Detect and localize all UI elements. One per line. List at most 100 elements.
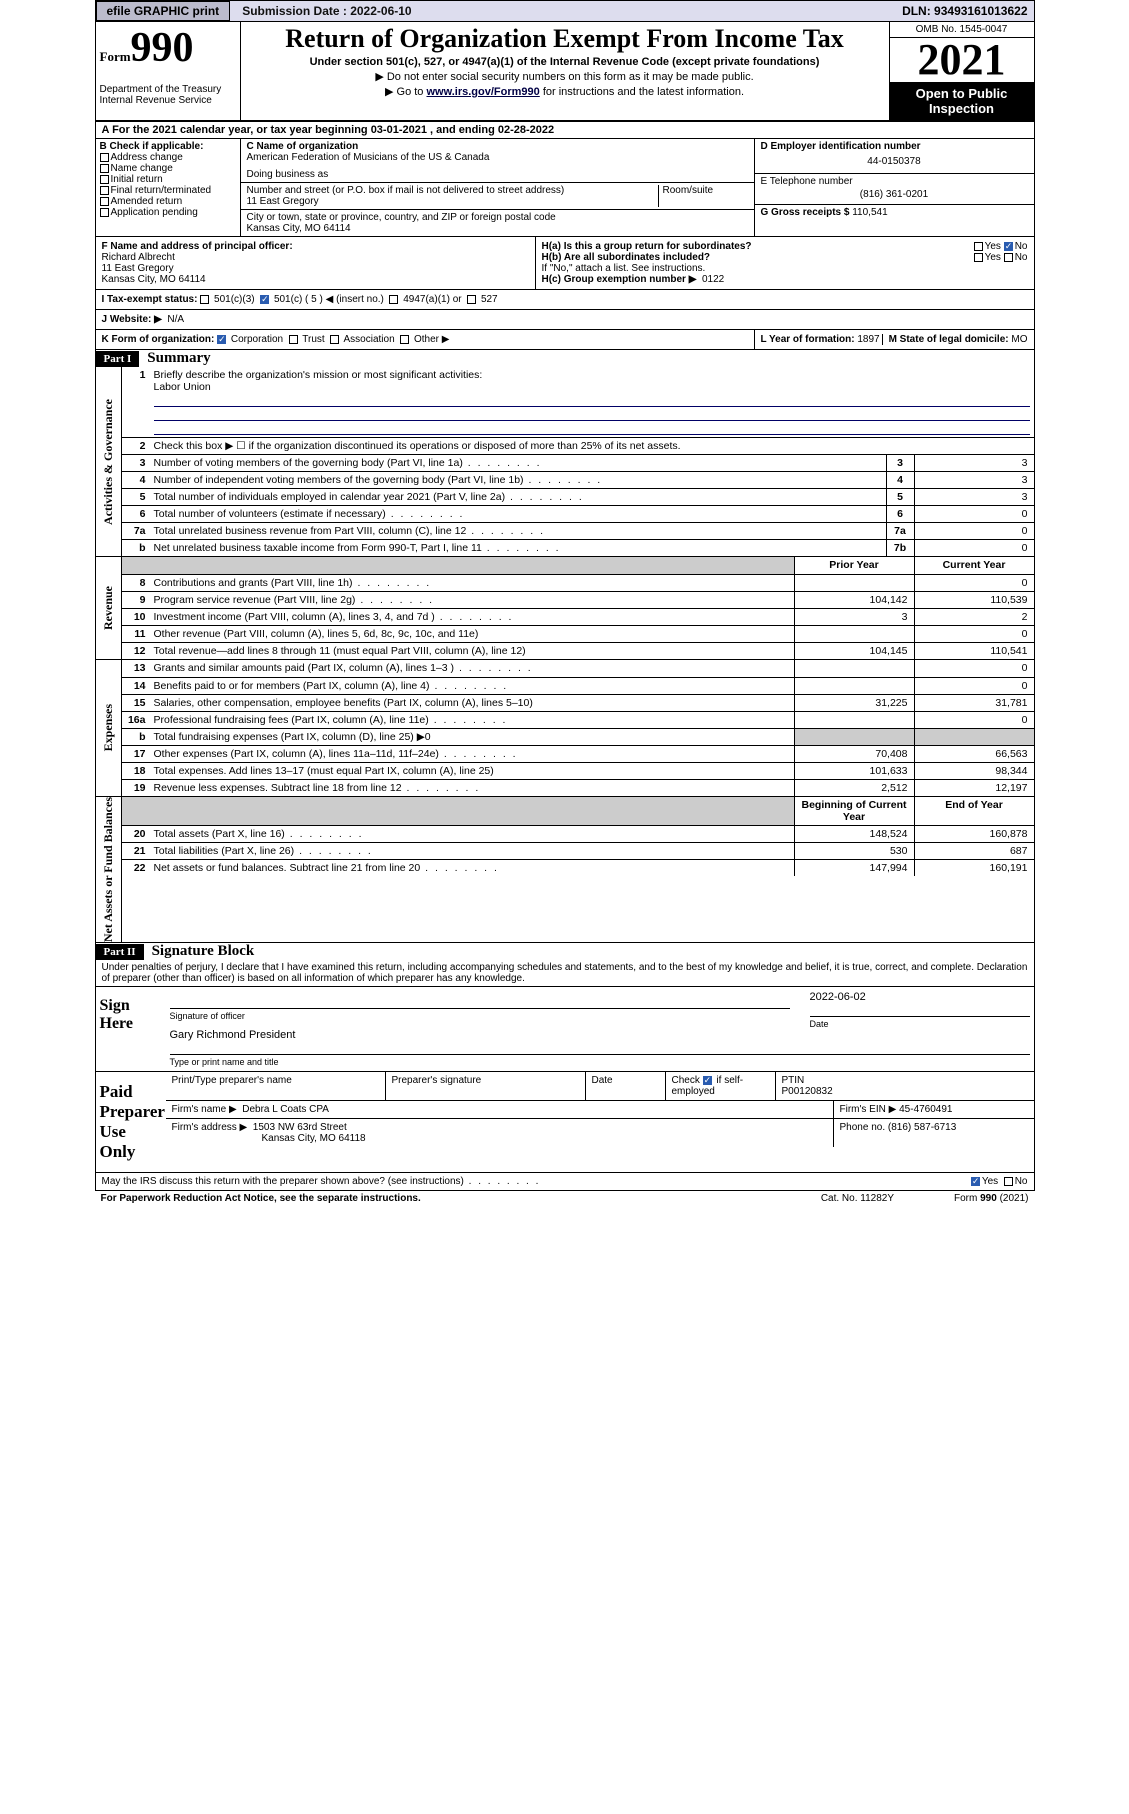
l22-cy: 160,191 [914,860,1034,876]
l17-cy: 66,563 [914,746,1034,762]
form-footer: Form 990 (2021) [954,1193,1028,1204]
l17-py: 70,408 [794,746,914,762]
discuss-no[interactable] [1004,1177,1013,1186]
l5-val: 3 [914,489,1034,505]
i-4947[interactable] [389,295,398,304]
checkbox-amended[interactable] [100,197,109,206]
efile-print-button[interactable]: efile GRAPHIC print [96,1,231,21]
k-assoc[interactable] [330,335,339,344]
k-trust[interactable] [289,335,298,344]
l11-cy: 0 [914,626,1034,642]
hdr-cy: Current Year [914,557,1034,574]
prep-name-hdr: Print/Type preparer's name [166,1072,386,1100]
mission-text: Labor Union [154,381,1030,393]
l13-cy: 0 [914,660,1034,677]
year-formation: 1897 [857,334,879,345]
l10-desc: Investment income (Part VIII, column (A)… [150,609,794,625]
discuss-yes[interactable] [971,1177,980,1186]
discuss-question: May the IRS discuss this return with the… [102,1176,541,1187]
k-corp[interactable] [217,335,226,344]
side-netassets: Net Assets or Fund Balances [96,797,122,942]
l19-desc: Revenue less expenses. Subtract line 18 … [150,780,794,796]
l8-cy: 0 [914,575,1034,591]
l15-cy: 31,781 [914,695,1034,711]
firm-addr1: 1503 NW 63rd Street [253,1122,347,1133]
form-number: Form990 [100,24,236,72]
firm-addr2: Kansas City, MO 64118 [262,1133,366,1144]
l18-py: 101,633 [794,763,914,779]
officer-addr2: Kansas City, MO 64114 [102,274,529,285]
l10-cy: 2 [914,609,1034,625]
l7b-val: 0 [914,540,1034,556]
hb-no[interactable] [1004,253,1013,262]
officer-name-title: Gary Richmond President [170,1029,1030,1041]
i-501c[interactable] [260,295,269,304]
i-527[interactable] [467,295,476,304]
l14-py [794,678,914,694]
l20-cy: 160,878 [914,826,1034,842]
row-a-tax-year: A For the 2021 calendar year, or tax yea… [95,121,1035,139]
k-other[interactable] [400,335,409,344]
gross-receipts: 110,541 [852,207,887,218]
hdr2-py: Beginning of Current Year [794,797,914,825]
checkbox-address-change[interactable] [100,153,109,162]
dba-label: Doing business as [247,169,748,180]
sig-officer-label: Signature of officer [170,1011,790,1021]
l20-py: 148,524 [794,826,914,842]
hc-label: H(c) Group exemption number ▶ [542,274,697,285]
l22-desc: Net assets or fund balances. Subtract li… [150,860,794,876]
side-activities: Activities & Governance [96,367,122,556]
firm-ein: 45-4760491 [899,1104,952,1115]
submission-date: Submission Date : 2022-06-10 [234,2,419,20]
hdr-py: Prior Year [794,557,914,574]
checkbox-final-return[interactable] [100,186,109,195]
open-inspection: Open to Public Inspection [890,82,1034,120]
perjury-statement: Under penalties of perjury, I declare th… [95,960,1035,987]
l13-desc: Grants and similar amounts paid (Part IX… [150,660,794,677]
l16a-desc: Professional fundraising fees (Part IX, … [150,712,794,728]
i-label: I Tax-exempt status: [102,294,198,305]
city-label: City or town, state or province, country… [247,212,748,223]
part2-tag: Part II [96,944,144,960]
l18-desc: Total expenses. Add lines 13–17 (must eq… [150,763,794,779]
ha-no[interactable] [1004,242,1013,251]
l7a-val: 0 [914,523,1034,539]
hc-value: 0122 [702,274,724,285]
self-employed-check[interactable] [703,1076,712,1085]
l6-desc: Total number of volunteers (estimate if … [150,506,886,522]
l18-cy: 98,344 [914,763,1034,779]
l9-py: 104,142 [794,592,914,608]
ptin-value: P00120832 [782,1086,833,1097]
hb-yes[interactable] [974,253,983,262]
checkbox-initial-return[interactable] [100,175,109,184]
l19-cy: 12,197 [914,780,1034,796]
j-label: J Website: ▶ [102,314,162,325]
l7a-desc: Total unrelated business revenue from Pa… [150,523,886,539]
checkbox-app-pending[interactable] [100,208,109,217]
pra-notice: For Paperwork Reduction Act Notice, see … [101,1193,421,1204]
ha-yes[interactable] [974,242,983,251]
instructions-link[interactable]: www.irs.gov/Form990 [426,86,539,98]
l15-py: 31,225 [794,695,914,711]
l22-py: 147,994 [794,860,914,876]
checkbox-name-change[interactable] [100,164,109,173]
f-officer-label: F Name and address of principal officer: [102,241,529,252]
l-label: L Year of formation: [761,334,855,345]
hb-note: If "No," attach a list. See instructions… [542,263,1028,274]
instructions-line: ▶ Go to www.irs.gov/Form990 for instruct… [247,85,883,98]
irs-label: Internal Revenue Service [100,95,236,106]
l21-py: 530 [794,843,914,859]
l21-desc: Total liabilities (Part X, line 26) [150,843,794,859]
part1-tag: Part I [96,351,140,367]
side-revenue: Revenue [96,557,122,659]
tax-year: 2021 [890,38,1034,82]
m-label: M State of legal domicile: [889,334,1009,345]
l1-desc: Briefly describe the organization's miss… [154,369,1030,381]
i-501c3[interactable] [200,295,209,304]
l4-val: 3 [914,472,1034,488]
l4-desc: Number of independent voting members of … [150,472,886,488]
sign-here-label: Sign Here [96,987,166,1071]
name-title-label: Type or print name and title [170,1057,1030,1067]
dln: DLN: 93493161013622 [896,2,1033,20]
form-title: Return of Organization Exempt From Incom… [247,24,883,54]
